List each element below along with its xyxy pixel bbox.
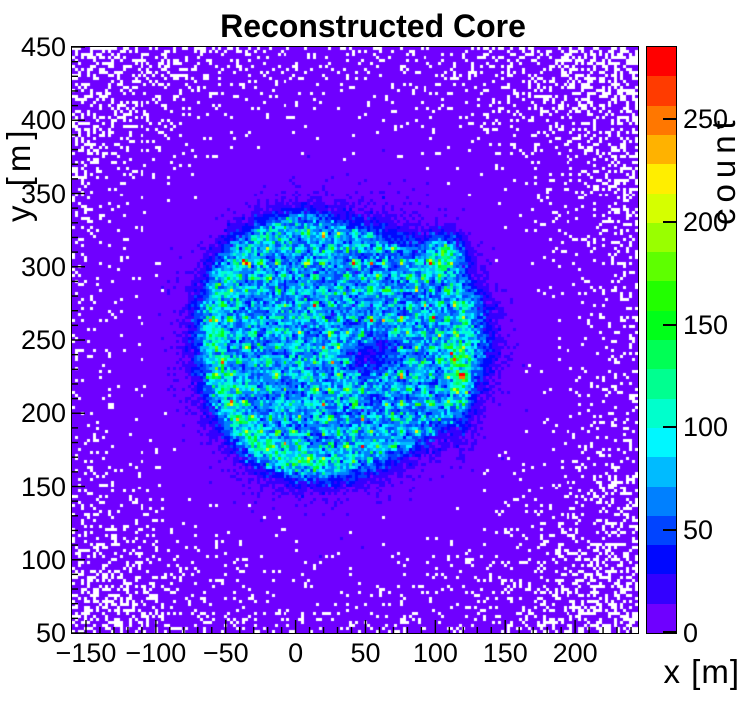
y-axis-tick-label: 50	[35, 618, 66, 648]
colorbar-tick-label: 100	[683, 412, 729, 443]
colorbar	[646, 46, 677, 634]
colorbar-band	[647, 281, 676, 311]
x-axis-tick-label: −150	[55, 638, 117, 668]
heatmap-canvas[interactable]	[72, 47, 638, 633]
colorbar-tick-label: 50	[683, 515, 714, 546]
plot-area[interactable]	[71, 46, 639, 634]
colorbar-band	[647, 223, 676, 252]
colorbar-band	[647, 76, 676, 106]
y-axis-tick-label: 100	[20, 544, 66, 575]
colorbar-band	[647, 428, 676, 457]
colorbar-band	[647, 604, 676, 633]
x-axis-tick-label: 200	[552, 638, 598, 668]
x-axis-tick-label: −100	[125, 638, 187, 668]
colorbar-band	[647, 369, 676, 399]
colorbar-band	[647, 47, 676, 76]
y-axis-tick-label: 400	[20, 105, 66, 136]
colorbar-tick	[663, 631, 676, 633]
y-axis-tick-label: 300	[20, 251, 66, 282]
colorbar-band	[647, 194, 676, 223]
colorbar-tick	[663, 426, 676, 429]
chart-title: Reconstructed Core	[220, 8, 526, 44]
y-axis-tick-label: 350	[20, 178, 66, 209]
y-axis-tick-label: 250	[20, 325, 66, 355]
colorbar-band	[647, 487, 676, 516]
x-axis-tick-label: 0	[288, 638, 304, 668]
colorbar-tick	[663, 220, 676, 223]
colorbar-tick-label: 200	[683, 206, 729, 237]
x-axis-tick-label: 100	[412, 638, 458, 668]
x-axis-tick-label: 50	[350, 638, 381, 668]
colorbar-title: count	[705, 47, 743, 225]
colorbar-band	[647, 252, 676, 281]
colorbar-band	[647, 164, 676, 194]
colorbar-tick-label: 0	[683, 618, 699, 648]
colorbar-tick-label: 250	[683, 103, 729, 134]
y-axis-tick-label: 450	[20, 32, 66, 62]
y-axis-tick-label: 150	[20, 471, 66, 502]
colorbar-band	[647, 399, 676, 428]
x-axis-title: x [m]	[663, 653, 740, 690]
colorbar-band	[647, 106, 676, 135]
colorbar-band	[647, 340, 676, 369]
colorbar-tick	[663, 323, 676, 326]
colorbar-band	[647, 135, 676, 164]
y-axis-tick-label: 200	[20, 398, 66, 429]
colorbar-tick	[663, 529, 676, 532]
colorbar-title-text: count	[705, 114, 742, 225]
colorbar-tick	[663, 117, 676, 120]
colorbar-band	[647, 545, 676, 574]
x-axis-tick-label: 150	[482, 638, 528, 668]
colorbar-tick-label: 150	[683, 309, 729, 340]
colorbar-band	[647, 457, 676, 487]
colorbar-band	[647, 574, 676, 604]
x-axis-tick-label: −50	[202, 638, 249, 668]
